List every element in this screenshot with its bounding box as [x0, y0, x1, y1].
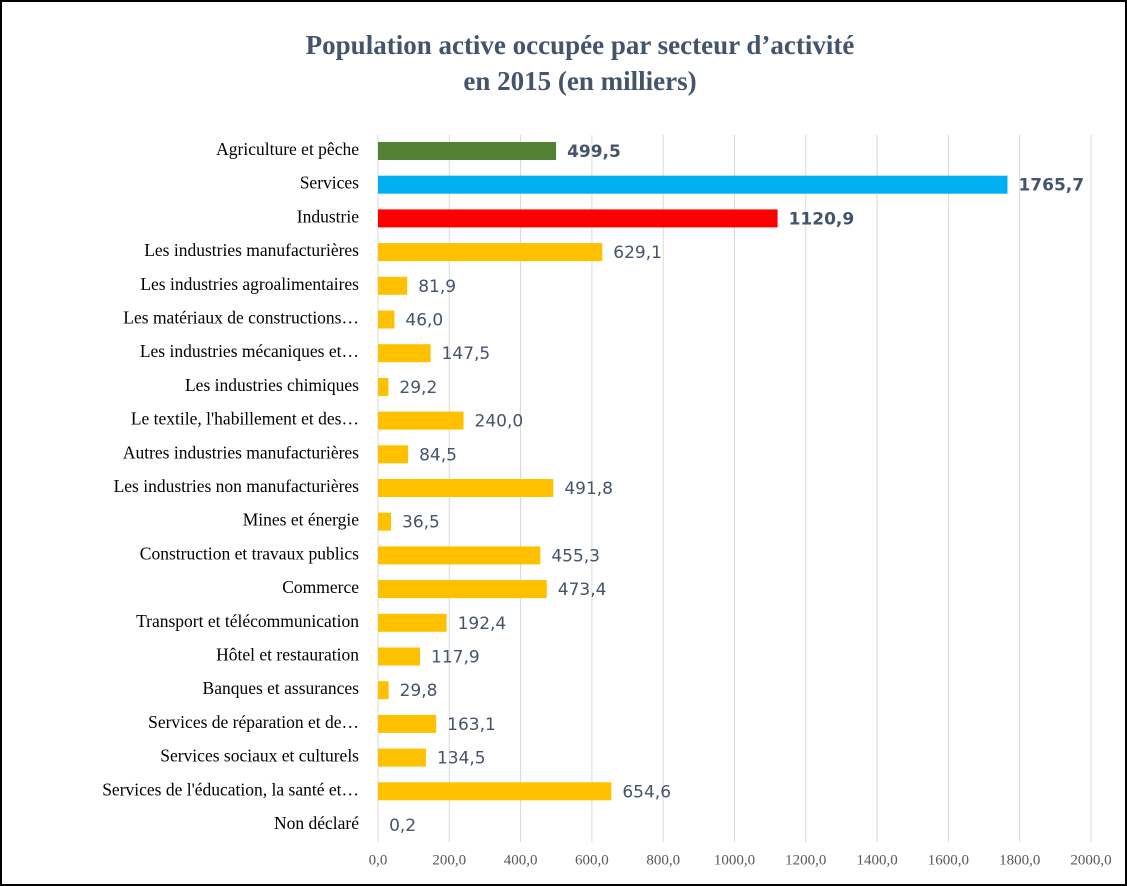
bar: [378, 377, 389, 396]
y-tick-label: Commerce: [282, 577, 359, 597]
bar: [378, 714, 437, 733]
bar: [378, 175, 1008, 194]
value-label: 46,0: [405, 311, 443, 331]
value-label: 455,3: [551, 546, 600, 566]
value-label: 654,6: [622, 782, 671, 802]
value-label: 117,9: [431, 648, 480, 668]
x-tick-label: 600,0: [575, 852, 609, 868]
y-tick-label: Les industries chimiques: [185, 375, 359, 395]
value-label: 29,8: [400, 681, 438, 701]
bar: [378, 546, 541, 565]
x-tick-label: 200,0: [432, 852, 466, 868]
x-tick-label: 400,0: [504, 852, 538, 868]
bar: [378, 411, 464, 430]
value-label: 29,2: [399, 378, 437, 398]
bar: [378, 681, 389, 700]
y-tick-label: Transport et télécommunication: [136, 611, 359, 631]
value-label: 36,5: [402, 513, 440, 533]
bar: [378, 647, 421, 666]
y-tick-label: Non déclaré: [274, 813, 359, 833]
y-tick-label: Les industries manufacturières: [144, 240, 359, 260]
bar: [378, 782, 612, 801]
chart-subtitle: en 2015 (en milliers): [463, 66, 696, 96]
y-tick-label: Services de réparation et de…: [148, 712, 359, 732]
value-label: 0,2: [389, 816, 416, 836]
bar: [378, 445, 409, 464]
bar: [378, 479, 554, 497]
value-label: 1120,9: [789, 209, 855, 229]
bar: [378, 209, 778, 228]
bar: [378, 748, 426, 767]
value-label: 491,8: [564, 479, 613, 499]
y-tick-label: Hôtel et restauration: [216, 645, 359, 665]
value-label: 499,5: [567, 142, 621, 162]
y-tick-label: Les industries non manufacturières: [114, 476, 360, 496]
x-tick-label: 1200,0: [785, 852, 826, 868]
y-tick-label: Services de l'éducation, la santé et…: [102, 779, 359, 799]
x-tick-label: 1800,0: [999, 852, 1040, 868]
bar: [378, 243, 603, 262]
y-tick-label: Industrie: [297, 206, 359, 226]
x-tick-label: 1600,0: [928, 852, 969, 868]
value-label: 1765,7: [1018, 176, 1084, 196]
y-tick-label: Autres industries manufacturières: [123, 442, 359, 462]
y-tick-label: Les industries agroalimentaires: [140, 274, 359, 294]
value-label: 192,4: [458, 614, 507, 634]
x-tick-label: 0,0: [369, 852, 388, 868]
bar: [378, 142, 557, 160]
value-label: 473,4: [558, 580, 607, 600]
y-tick-label: Mines et énergie: [243, 510, 360, 530]
value-label: 84,5: [419, 445, 457, 465]
y-tick-label: Les industries mécaniques et…: [140, 341, 359, 361]
bar: [378, 344, 431, 363]
value-label: 629,1: [613, 243, 662, 263]
bar: [378, 512, 392, 531]
y-tick-label: Services: [300, 173, 359, 193]
bar: [378, 276, 408, 295]
y-tick-label: Services sociaux et culturels: [160, 746, 359, 766]
bar: [378, 310, 395, 329]
y-tick-label: Agriculture et pêche: [216, 139, 359, 159]
x-tick-label: 2000,0: [1070, 852, 1111, 868]
y-tick-label: Banques et assurances: [203, 678, 360, 698]
x-tick-label: 1000,0: [714, 852, 755, 868]
chart-title: Population active occupée par secteur d’…: [306, 30, 855, 60]
value-label: 163,1: [447, 715, 496, 735]
value-label: 134,5: [437, 749, 486, 769]
y-tick-label: Construction et travaux publics: [140, 543, 359, 563]
x-tick-label: 1400,0: [856, 852, 897, 868]
bar: [378, 580, 547, 599]
y-tick-label: Le textile, l'habillement et des…: [131, 409, 359, 429]
bar: [378, 613, 447, 632]
x-tick-label: 800,0: [646, 852, 680, 868]
value-label: 81,9: [418, 277, 456, 297]
value-label: 240,0: [475, 412, 524, 432]
value-label: 147,5: [442, 344, 491, 364]
y-tick-label: Les matériaux de constructions…: [123, 308, 359, 328]
